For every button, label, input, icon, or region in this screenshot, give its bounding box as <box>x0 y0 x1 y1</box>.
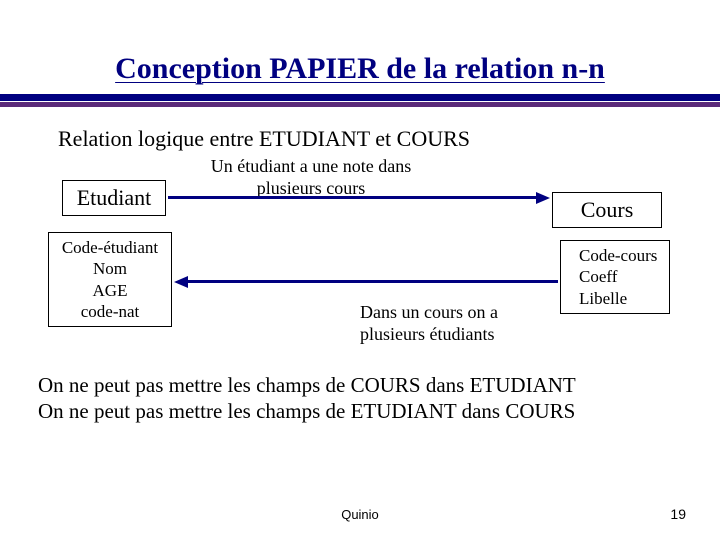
attr: Code-cours <box>579 245 659 266</box>
conclusion-line: On ne peut pas mettre les champs de ETUD… <box>38 398 720 424</box>
entity-right-name: Cours <box>581 197 634 222</box>
attr: Libelle <box>579 288 659 309</box>
entity-cours-attrs: Code-cours Coeff Libelle <box>560 240 670 314</box>
subtitle: Relation logique entre ETUDIANT et COURS <box>0 108 720 152</box>
bar-purple <box>0 102 720 107</box>
relation-bottom-label: Dans un cours on a plusieurs étudiants <box>360 302 550 345</box>
arrow-bottom <box>188 280 558 283</box>
footer-page-number: 19 <box>670 506 686 522</box>
attr: AGE <box>59 280 161 301</box>
er-diagram: Etudiant Code-étudiant Nom AGE code-nat … <box>0 152 720 372</box>
entity-etudiant-title: Etudiant <box>62 180 166 216</box>
relation-top-label: Un étudiant a une note dans plusieurs co… <box>186 156 436 199</box>
conclusion-line: On ne peut pas mettre les champs de COUR… <box>38 372 720 398</box>
arrow-bottom-head <box>174 276 188 288</box>
entity-cours-title: Cours <box>552 192 662 228</box>
attr: Coeff <box>579 266 659 287</box>
bar-navy <box>0 94 720 101</box>
attr: Code-étudiant <box>59 237 161 258</box>
title-bar <box>0 94 720 108</box>
relation-top-line1: Un étudiant a une note dans <box>186 156 436 178</box>
slide-title: Conception PAPIER de la relation n-n <box>0 0 720 92</box>
conclusion: On ne peut pas mettre les champs de COUR… <box>0 372 720 425</box>
attr: code-nat <box>59 301 161 322</box>
relation-bottom-line2: plusieurs étudiants <box>360 324 550 346</box>
footer-author: Quinio <box>0 507 720 522</box>
relation-bottom-line1: Dans un cours on a <box>360 302 550 324</box>
entity-etudiant-attrs: Code-étudiant Nom AGE code-nat <box>48 232 172 327</box>
attr: Nom <box>59 258 161 279</box>
arrow-top-head <box>536 192 550 204</box>
entity-left-name: Etudiant <box>77 185 152 210</box>
arrow-top <box>168 196 538 199</box>
